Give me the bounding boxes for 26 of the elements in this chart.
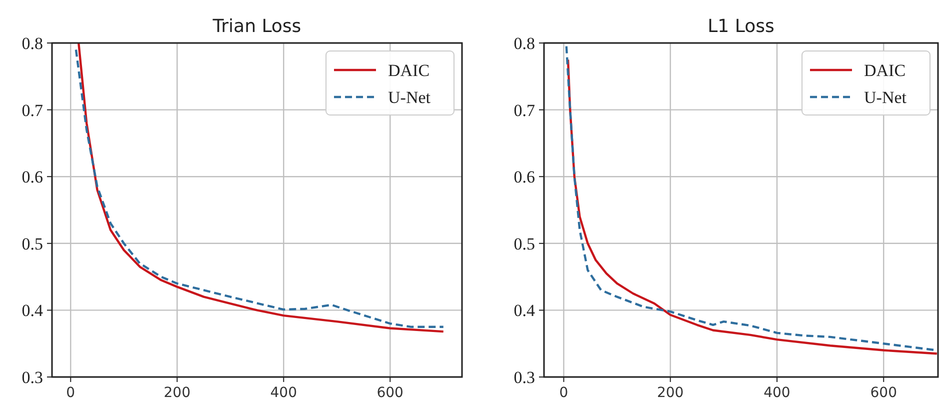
- y-tick-label: 0.6: [514, 168, 535, 187]
- legend-label: U-Net: [864, 88, 907, 107]
- x-tick-label: 600: [870, 385, 897, 401]
- y-tick-label: 0.5: [22, 234, 43, 254]
- legend-label: DAIC: [388, 60, 430, 80]
- x-tick-label: 0: [66, 385, 76, 401]
- y-tick-label: 0.8: [22, 34, 43, 53]
- y-tick-label: 0.3: [514, 368, 535, 387]
- legend-label: DAIC: [864, 60, 906, 80]
- x-tick-label: 200: [656, 385, 684, 401]
- x-tick-label: 0: [559, 385, 568, 401]
- y-tick-label: 0.7: [514, 100, 536, 120]
- y-tick-label: 0.8: [514, 34, 535, 53]
- x-tick-label: 200: [164, 385, 190, 401]
- x-tick-label: 400: [764, 385, 790, 401]
- x-tick-label: 600: [376, 385, 404, 401]
- x-tick-label: 400: [270, 385, 297, 401]
- y-tick-label: 0.4: [514, 301, 536, 320]
- chart-title: L1 Loss: [708, 16, 774, 37]
- y-tick-label: 0.3: [22, 368, 43, 387]
- y-tick-label: 0.6: [22, 168, 43, 187]
- legend-label: U-Net: [388, 88, 431, 107]
- y-tick-label: 0.7: [22, 100, 44, 120]
- chart-title: Trian Loss: [212, 16, 302, 37]
- y-tick-label: 0.4: [22, 301, 44, 320]
- y-tick-label: 0.5: [514, 234, 535, 254]
